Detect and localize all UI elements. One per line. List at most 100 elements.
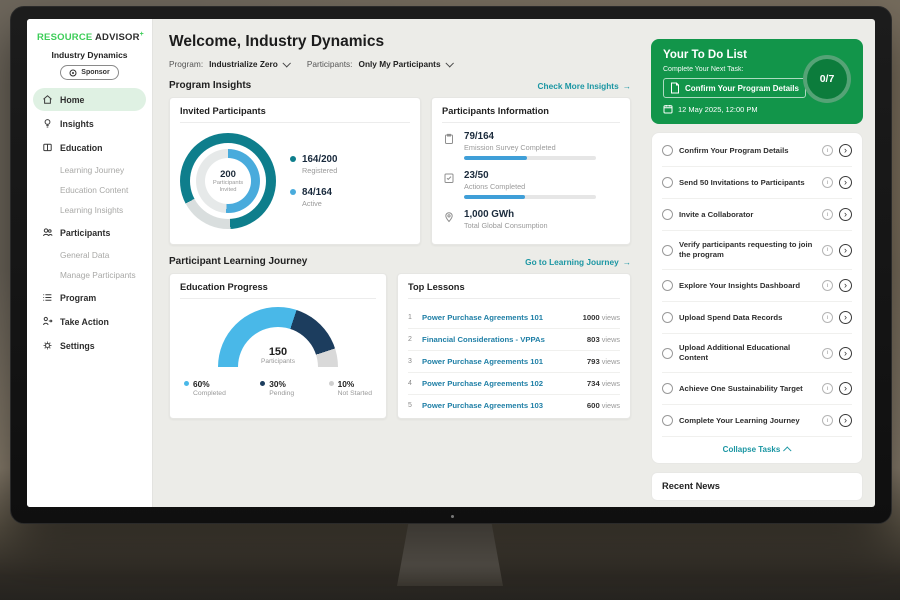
- sidebar-item-learning-journey[interactable]: Learning Journey: [60, 165, 125, 176]
- sidebar-item-label: Participants: [60, 227, 111, 238]
- go-to-learning-journey-link[interactable]: Go to Learning Journey →: [525, 257, 631, 267]
- lesson-rank: 5: [408, 402, 412, 409]
- task-checkbox[interactable]: [662, 415, 673, 426]
- program-select[interactable]: Industrialize Zero: [209, 59, 291, 69]
- chevron-right-icon[interactable]: ›: [839, 208, 852, 221]
- task-row-complete-learning-journey[interactable]: Complete Your Learning Journey i ›: [662, 405, 852, 437]
- donut-center-value: 200: [220, 168, 236, 180]
- task-row-verify-participants[interactable]: Verify participants requesting to join t…: [662, 231, 852, 270]
- task-row-send-invitations[interactable]: Send 50 Invitations to Participants i ›: [662, 167, 852, 199]
- task-checkbox[interactable]: [662, 312, 673, 323]
- info-icon[interactable]: i: [822, 209, 833, 220]
- info-icon[interactable]: i: [822, 347, 833, 359]
- sidebar-item-settings[interactable]: Settings: [33, 334, 146, 357]
- chevron-right-icon[interactable]: ›: [839, 243, 852, 257]
- survey-icon: [442, 131, 456, 150]
- action-icon: [43, 317, 53, 326]
- task-checkbox[interactable]: [662, 347, 673, 359]
- survey-progress-bar: [464, 156, 596, 160]
- section-title: Program Insights: [169, 80, 252, 91]
- lesson-views-unit: views: [601, 357, 620, 366]
- card-title: Invited Participants: [180, 106, 410, 123]
- info-icon[interactable]: i: [822, 280, 833, 291]
- lesson-rank: 3: [408, 358, 412, 365]
- info-icon[interactable]: i: [822, 177, 833, 188]
- task-checkbox[interactable]: [662, 244, 673, 256]
- chevron-right-icon[interactable]: ›: [839, 279, 852, 292]
- task-row-invite-collaborator[interactable]: Invite a Collaborator i ›: [662, 199, 852, 231]
- due-date-label: 12 May 2025, 12:00 PM: [678, 104, 758, 114]
- legend-item-registered: 164/200 Registered: [290, 154, 337, 175]
- sponsor-badge[interactable]: Sponsor: [60, 65, 119, 81]
- info-label: Emission Survey Completed: [464, 143, 556, 152]
- sidebar-item-take-action[interactable]: Take Action: [33, 310, 146, 333]
- lesson-link[interactable]: Financial Considerations - VPPAs: [422, 335, 545, 344]
- task-checkbox[interactable]: [662, 145, 673, 156]
- chevron-right-icon[interactable]: ›: [839, 346, 852, 360]
- task-row-explore-insights[interactable]: Explore Your Insights Dashboard i ›: [662, 270, 852, 302]
- sidebar-item-manage-participants[interactable]: Manage Participants: [60, 270, 136, 281]
- sidebar-item-participants[interactable]: Participants: [33, 221, 146, 244]
- info-icon[interactable]: i: [822, 145, 833, 156]
- sidebar-item-education-content[interactable]: Education Content: [60, 185, 129, 196]
- lesson-link[interactable]: Power Purchase Agreements 101: [422, 357, 544, 366]
- section-title: Participant Learning Journey: [169, 256, 308, 267]
- lesson-link[interactable]: Power Purchase Agreements 101: [422, 313, 544, 322]
- chevron-right-icon[interactable]: ›: [839, 144, 852, 157]
- task-label: Send 50 Invitations to Participants: [679, 177, 805, 187]
- sidebar-item-learning-insights[interactable]: Learning Insights: [60, 205, 124, 216]
- task-row-upload-spend-data[interactable]: Upload Spend Data Records i ›: [662, 302, 852, 334]
- sidebar-item-general-data[interactable]: General Data: [60, 250, 110, 261]
- participants-select[interactable]: Only My Participants: [358, 59, 454, 69]
- next-task-button[interactable]: Confirm Your Program Details: [663, 78, 806, 98]
- sidebar-item-program[interactable]: Program: [33, 286, 146, 309]
- chevron-down-icon: [445, 59, 454, 68]
- power-led: [451, 515, 454, 518]
- lesson-views-value: 1000: [582, 313, 600, 322]
- program-insights-header: Program Insights Check More Insights →: [169, 80, 631, 91]
- chevron-right-icon[interactable]: ›: [839, 382, 852, 395]
- recent-news-header[interactable]: Recent News: [651, 472, 863, 501]
- task-checkbox[interactable]: [662, 177, 673, 188]
- arrow-right-icon: →: [622, 80, 631, 91]
- task-checkbox[interactable]: [662, 280, 673, 291]
- sidebar-item-insights[interactable]: Insights: [33, 112, 146, 135]
- chevron-right-icon[interactable]: ›: [839, 176, 852, 189]
- lesson-link[interactable]: Power Purchase Agreements 103: [422, 401, 544, 410]
- chevron-right-icon[interactable]: ›: [839, 414, 852, 427]
- info-icon[interactable]: i: [822, 383, 833, 394]
- lesson-views-value: 600: [586, 401, 600, 410]
- sidebar-item-education[interactable]: Education: [33, 136, 146, 159]
- sidebar-item-label: Education: [60, 142, 103, 153]
- calendar-icon: [663, 105, 673, 114]
- legend-item-not-started: 10% Not Started: [328, 379, 372, 397]
- sidebar-nav: Home Insights Education Learning Journey…: [27, 88, 152, 357]
- info-icon[interactable]: i: [822, 244, 833, 256]
- info-icon[interactable]: i: [822, 415, 833, 426]
- collapse-tasks-button[interactable]: Collapse Tasks: [662, 437, 852, 461]
- legend-dot: [328, 381, 334, 386]
- chevron-up-icon: [783, 445, 792, 455]
- card-title: Top Lessons: [408, 282, 620, 299]
- sidebar-item-home[interactable]: Home: [33, 88, 146, 112]
- info-icon[interactable]: i: [822, 312, 833, 323]
- org-name: Industry Dynamics: [51, 50, 128, 61]
- participants-filter-label: Participants:: [306, 59, 353, 69]
- legend-value: 10%: [337, 379, 355, 389]
- check-more-insights-link[interactable]: Check More Insights →: [538, 81, 631, 91]
- task-checkbox[interactable]: [662, 209, 673, 220]
- info-value: 1,000 GWh: [464, 209, 515, 220]
- todo-panel: Your To Do List Complete Your Next Task:…: [643, 19, 875, 507]
- gauge-legend: 60% Completed 30% Pending: [180, 379, 376, 397]
- info-row-actions: 23/50 Actions Completed: [442, 170, 620, 199]
- info-row-survey: 79/164 Emission Survey Completed: [442, 131, 620, 160]
- next-task-label: Confirm Your Program Details: [685, 83, 799, 93]
- task-checkbox[interactable]: [662, 383, 673, 394]
- task-row-achieve-target[interactable]: Achieve One Sustainability Target i ›: [662, 373, 852, 405]
- lesson-link[interactable]: Power Purchase Agreements 102: [422, 379, 544, 388]
- task-row-upload-educational-content[interactable]: Upload Additional Educational Content i …: [662, 334, 852, 373]
- donut-legend: 164/200 Registered 84/164 Active: [290, 154, 337, 208]
- task-row-confirm-program[interactable]: Confirm Your Program Details i ›: [662, 135, 852, 167]
- chevron-right-icon[interactable]: ›: [839, 311, 852, 324]
